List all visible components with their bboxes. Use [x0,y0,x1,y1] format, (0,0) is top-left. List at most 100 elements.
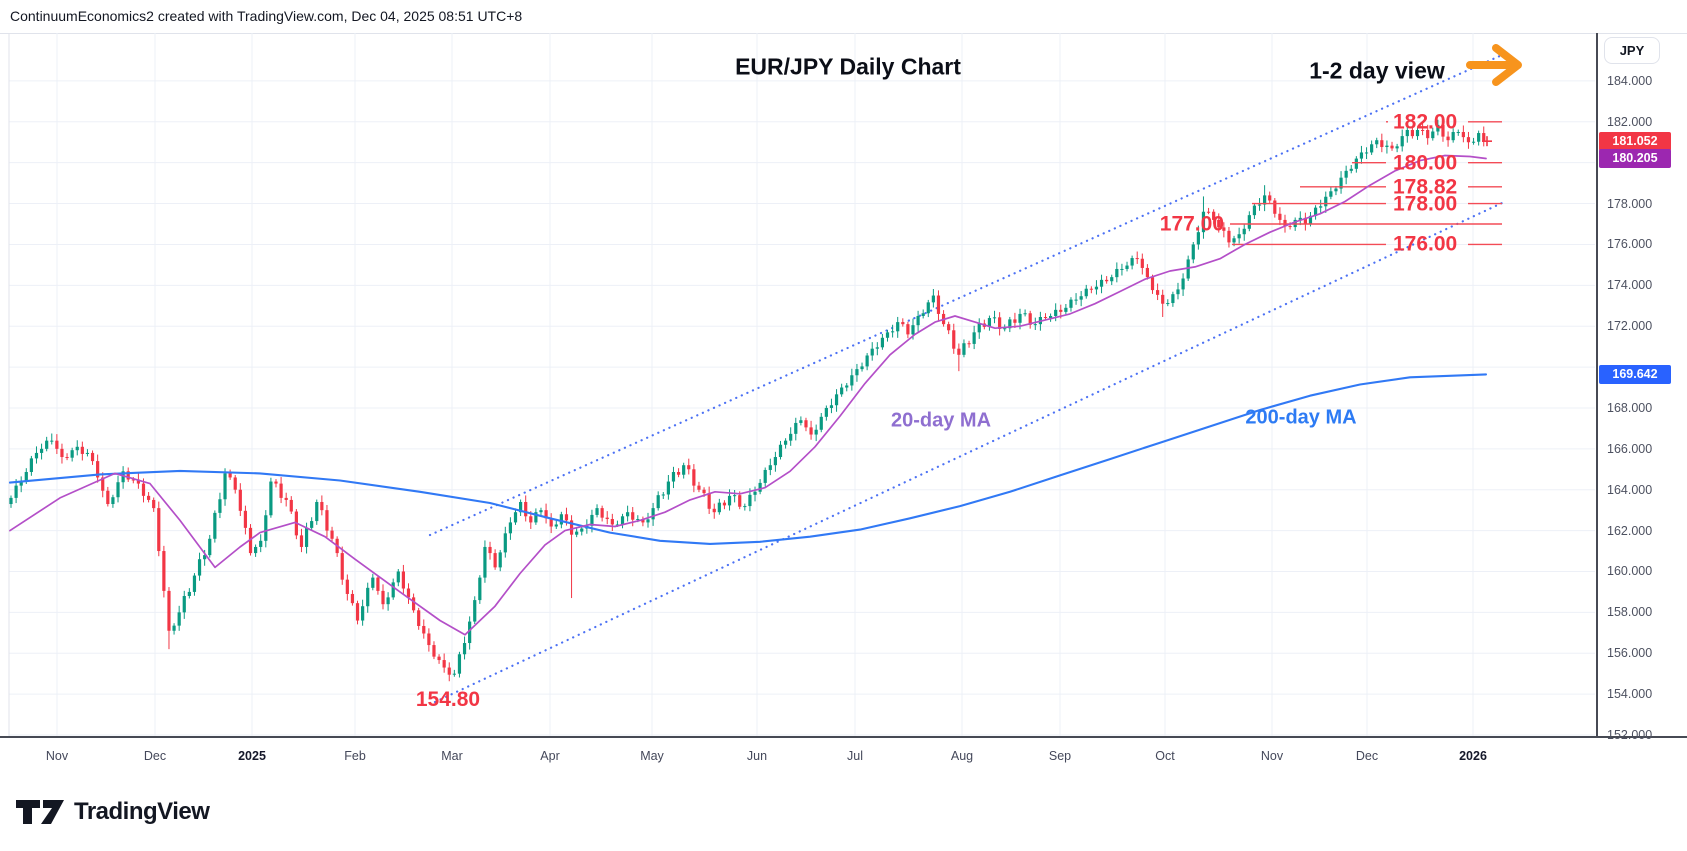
candle-body [75,446,79,451]
candle-body [885,332,890,338]
candle-body [417,610,421,626]
candle-body [197,559,202,576]
ma20-series-label: 20-day MA [890,409,992,432]
candle-body [539,510,543,513]
candle-body [646,519,650,523]
candle-body [860,366,864,370]
price-level-label: 177.00 [1159,212,1224,236]
candle-body [1064,307,1068,312]
candle-body [753,491,757,495]
candle-body [1054,309,1058,316]
candle-body [1273,200,1277,214]
candle-body [279,483,283,498]
candle-body [1028,313,1032,325]
candle-body [1212,211,1216,220]
candle-body [1013,319,1017,323]
candle-body [1079,296,1083,300]
candle-body [1313,207,1318,216]
candle-body [177,612,181,626]
time-tick-label: Dec [1355,749,1379,763]
candle-body [962,343,966,355]
candle-body [325,510,329,531]
candle-body [218,499,222,513]
candle-body [121,471,125,483]
chart-title: EUR/JPY Daily Chart [735,53,961,80]
candle-body [748,494,752,507]
candle-body [391,582,395,598]
candle-body [131,479,135,481]
candle-body [1436,124,1440,132]
price-tick-label: 182.000 [1607,114,1653,129]
price-tick-label: 172.000 [1607,319,1653,334]
candle-body [778,444,783,458]
candle-body [773,457,777,466]
time-tick-label: Aug [950,749,974,763]
price-tick-label: 154.000 [1607,687,1653,702]
candle-body [1268,195,1272,201]
candle-body [692,469,696,486]
price-level-label: 176.00 [1393,232,1458,256]
time-tick-label: Feb [344,749,366,763]
candle-body [712,508,716,513]
candle-body [422,625,426,634]
candle-body [906,324,910,335]
candle-body [1380,140,1384,148]
candle-body [269,481,273,516]
candle-body [564,514,569,521]
time-tick-label: 2025 [238,749,266,763]
candle-body [96,461,100,478]
attribution-text: ContinuumEconomics2 created with Trading… [10,8,523,24]
time-tick-label: Mar [441,749,463,763]
candle-body [636,519,640,521]
candle-body [1420,129,1425,131]
price-tick-label: 184.000 [1607,73,1653,88]
candle-body [9,497,13,505]
candle-body [1461,132,1465,138]
candle-body [406,588,411,598]
candle-body [992,317,997,319]
candle-body [1283,219,1287,227]
candle-body [1359,152,1364,159]
candle-body [783,440,788,445]
candle-body [1115,268,1119,278]
candle-body [1339,177,1343,189]
candle-body [34,452,39,459]
candle-body [1451,132,1455,141]
candle-body [116,482,120,498]
candle-body [840,387,844,395]
candle-body [187,591,191,597]
candle-body [55,440,59,449]
candle-body [957,348,961,355]
candle-body [478,577,482,601]
candle-body [987,318,992,327]
price-tick-label: 164.000 [1607,482,1653,497]
candle-body [707,493,711,509]
candle-body [1349,168,1353,171]
candle-body [615,524,620,526]
currency-unit-chip[interactable]: JPY [1604,37,1660,64]
candle-body [1232,238,1236,243]
candle-body [936,295,941,314]
candle-body [452,673,456,675]
candle-body [998,317,1002,329]
candle-body [355,603,360,621]
candle-body [243,510,248,528]
candle-body [580,528,584,532]
candle-body [794,422,798,434]
candle-body [1084,288,1088,297]
candle-body [534,512,538,523]
candle-body [682,465,686,475]
ma20-line [9,154,1487,636]
candle-body [1089,288,1093,290]
swing-low-price-label: 154.80 [415,688,481,711]
candle-body [967,343,971,345]
time-tick-label: Nov [1260,749,1284,763]
candle-body [152,499,156,509]
candle-body [503,533,507,553]
candle-body [1319,206,1323,208]
tradingview-footer: TradingView [16,798,210,826]
candle-body [299,535,304,547]
right-arrow-icon [1466,44,1522,86]
